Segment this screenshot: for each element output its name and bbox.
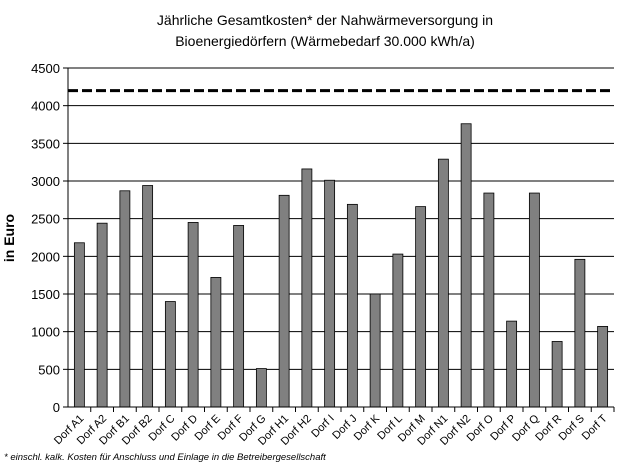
- y-tick-label: 0: [53, 400, 60, 415]
- bar: [119, 190, 131, 408]
- chart-title-line1: Jährliche Gesamtkosten* der Nahwärmevers…: [157, 12, 493, 28]
- bar: [301, 168, 313, 408]
- bar: [483, 192, 495, 408]
- bar: [460, 123, 472, 408]
- y-axis-label: in Euro: [1, 214, 17, 262]
- x-tick-label: Dorf S: [556, 413, 587, 444]
- y-tick-label: 1000: [31, 325, 60, 340]
- x-tick-label: Dorf T: [580, 412, 610, 442]
- bar: [437, 158, 449, 408]
- bar: [255, 368, 267, 408]
- bar: [415, 206, 427, 408]
- y-tick-label: 2500: [31, 212, 60, 227]
- bar: [551, 341, 563, 408]
- bar: [528, 192, 540, 408]
- bar: [324, 179, 336, 408]
- bar: [346, 203, 358, 408]
- bar: [96, 222, 108, 408]
- y-tick-label: 500: [38, 362, 60, 377]
- footnote: * einschl. kalk. Kosten für Anschluss un…: [4, 452, 326, 463]
- gridlines: [68, 67, 614, 370]
- bar: [210, 277, 222, 408]
- y-tick-label: 1500: [31, 287, 60, 302]
- bar: [574, 258, 586, 408]
- bar: [233, 225, 245, 408]
- bar: [597, 325, 609, 408]
- x-tick-label: Dorf K: [352, 412, 383, 443]
- bar: [164, 301, 176, 408]
- y-tick-label: 4000: [31, 99, 60, 114]
- bar: [392, 253, 404, 408]
- bar: [369, 293, 381, 408]
- y-tick-label: 4500: [31, 61, 60, 76]
- bar: [278, 194, 290, 408]
- y-axis-ticks: 0 500 1000 1500 2000 2500 3000 3500 4000 4500: [31, 61, 68, 415]
- chart-title-line2: Bioenergiedörfern (Wärmebedarf 30.000 kW…: [175, 33, 475, 49]
- bar: [506, 320, 518, 408]
- y-tick-label: 2000: [31, 249, 60, 264]
- x-tick-label: Dorf E: [192, 413, 223, 444]
- y-tick-label: 3000: [31, 174, 60, 189]
- bar: [73, 242, 85, 408]
- bar: [142, 185, 154, 408]
- y-tick-label: 3500: [31, 136, 60, 151]
- bars: [73, 123, 609, 408]
- bar: [187, 222, 199, 408]
